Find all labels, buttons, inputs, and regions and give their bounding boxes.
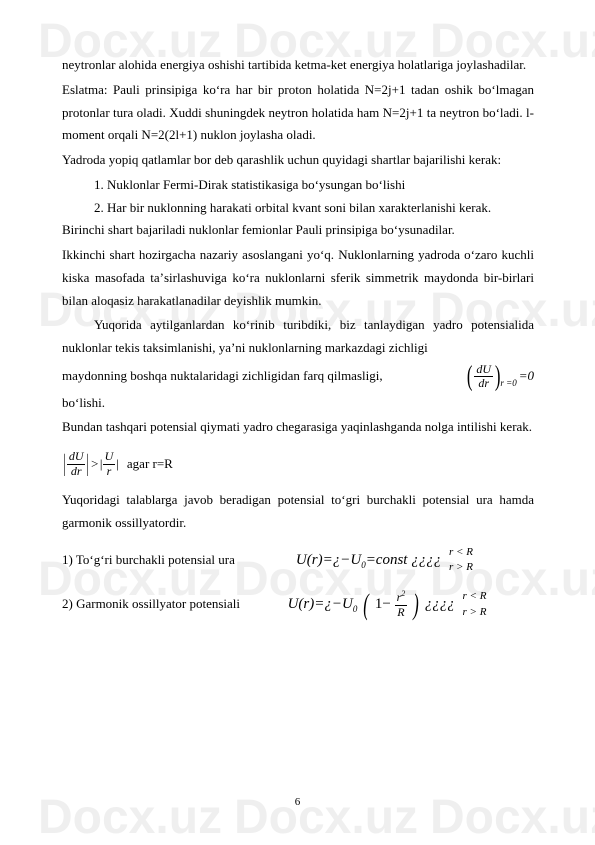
paragraph: neytronlar alohida energiya oshishi tart… <box>62 54 534 77</box>
paragraph: Yuqoridagi talablarga javob beradigan po… <box>62 489 534 535</box>
equation-conditions: r < R r > R <box>462 589 486 620</box>
paragraph: Yadroda yopiq qatlamlar bor deb qarashli… <box>62 149 534 172</box>
equation-row-1: 1) Toʻgʻri burchakli potensial ura U(r)=… <box>62 545 534 576</box>
equation-2: U(r)=¿−U0 ( 1− r2 R ) ¿¿¿¿ r < R r > R <box>240 589 534 620</box>
text: maydonning boshqa nuktalaridagi zichligi… <box>62 368 383 383</box>
list-item: 1. Nuklonlar Fermi-Dirak statistikasiga … <box>62 174 534 197</box>
equation-row-2: 2) Garmonik ossillyator potensiali U(r)=… <box>62 589 534 620</box>
condition-text: agar r=R <box>127 453 173 476</box>
equation-label: 2) Garmonik ossillyator potensiali <box>62 593 240 616</box>
paragraph: Birinchi shart bajariladi nuklonlar femi… <box>62 219 534 242</box>
formula-abs-derivative: | dU dr | >| U r | <box>62 443 119 485</box>
paragraph: Eslatma: Pauli prinsipiga koʻra har bir … <box>62 79 534 147</box>
paragraph: boʻlishi. <box>62 392 534 415</box>
equation-label: 1) Toʻgʻri burchakli potensial ura <box>62 549 235 572</box>
list-item: 2. Har bir nuklonning harakati orbital k… <box>62 197 534 220</box>
equation-1: U(r)=¿−U0=const ¿¿¿¿ r < R r > R <box>235 545 534 576</box>
equation-conditions: r < R r > R <box>449 545 473 576</box>
formula-line: | dU dr | >| U r | agar r=R <box>62 443 534 485</box>
paragraph: Bundan tashqari potensial qiymati yadro … <box>62 416 534 439</box>
formula-derivative-zero: ( dU dr ) r =0 =0 <box>465 362 534 392</box>
paragraph: Yuqorida aytilganlardan koʻrinib turibdi… <box>62 314 534 360</box>
paragraph-with-formula: maydonning boshqa nuktalaridagi zichligi… <box>62 362 534 392</box>
paragraph: Ikkinchi shart hozirgacha nazariy asosla… <box>62 244 534 312</box>
page-number: 6 <box>0 796 595 808</box>
